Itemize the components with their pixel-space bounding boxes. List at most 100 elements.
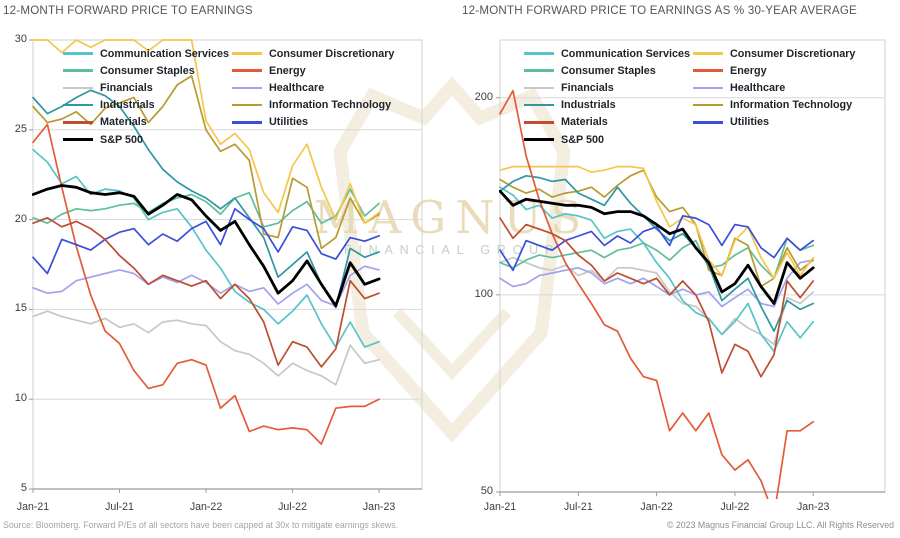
legend-label: Healthcare xyxy=(730,81,786,94)
legend-item-energy: Energy xyxy=(693,65,893,77)
right-chart-legend: Communication Services Consumer Discretio… xyxy=(524,45,893,148)
series-line-healthcare xyxy=(32,265,380,307)
series-line-consumer-staples xyxy=(32,188,380,228)
legend-row: Consumer Staples Energy xyxy=(63,62,432,79)
series-line-communication-services xyxy=(499,186,815,353)
series-line-utilities xyxy=(499,215,815,272)
legend-row: Communication Services Consumer Discretio… xyxy=(63,45,432,62)
copyright-note: © 2023 Magnus Financial Group LLC. All R… xyxy=(666,520,894,530)
legend-swatch-icon xyxy=(524,137,554,142)
legend-swatch-icon xyxy=(63,137,93,142)
y-axis-label: 200 xyxy=(474,90,493,103)
legend-item-consumer-discretionary: Consumer Discretionary xyxy=(693,48,893,60)
legend-swatch-icon xyxy=(232,121,262,124)
legend-item-information-technology: Information Technology xyxy=(693,99,893,111)
series-line-industrials xyxy=(499,174,815,333)
legend-row: S&P 500 xyxy=(63,131,432,148)
series-line-information-technology xyxy=(32,75,380,250)
legend-label: Financials xyxy=(561,81,614,94)
legend-item-s-p-500: S&P 500 xyxy=(524,134,693,146)
legend-item-industrials: Industrials xyxy=(524,99,693,111)
x-axis-label: Jan-23 xyxy=(362,501,396,513)
series-line-financials xyxy=(32,310,380,386)
legend-swatch-icon xyxy=(693,121,723,124)
source-note: Source: Bloomberg. Forward P/Es of all s… xyxy=(3,520,399,530)
legend-item-s-p-500: S&P 500 xyxy=(63,134,232,146)
left-chart-plot xyxy=(29,39,423,493)
legend-item-consumer-discretionary: Consumer Discretionary xyxy=(232,48,432,60)
legend-item-utilities: Utilities xyxy=(693,116,893,128)
y-axis-label: 20 xyxy=(14,212,27,225)
legend-label: S&P 500 xyxy=(100,133,144,146)
legend-label: Energy xyxy=(730,64,767,77)
x-axis-label: Jan-22 xyxy=(640,501,673,513)
series-line-materials xyxy=(499,217,815,378)
legend-row: S&P 500 xyxy=(524,131,893,148)
y-axis-label: 30 xyxy=(14,33,27,45)
legend-label: Materials xyxy=(561,116,608,129)
series-line-utilities xyxy=(32,207,380,275)
legend-swatch-icon xyxy=(63,69,93,73)
x-axis-label: Jan-21 xyxy=(483,501,517,513)
legend-swatch-icon xyxy=(693,86,723,90)
legend-label: Materials xyxy=(100,116,147,129)
legend-label: Information Technology xyxy=(269,99,392,112)
y-axis-label: 15 xyxy=(14,302,27,315)
legend-item-financials: Financials xyxy=(524,82,693,94)
legend-item-consumer-staples: Consumer Staples xyxy=(524,65,693,77)
legend-item-energy: Energy xyxy=(232,65,432,77)
legend-label: Consumer Discretionary xyxy=(730,47,856,60)
series-line-s-p-500 xyxy=(499,189,815,305)
legend-row: Consumer Staples Energy xyxy=(524,62,893,79)
legend-swatch-icon xyxy=(693,52,723,55)
legend-row: Materials Utilities xyxy=(63,114,432,131)
legend-item-healthcare: Healthcare xyxy=(693,82,893,94)
x-axis-label: Jan-23 xyxy=(796,501,830,513)
legend-row: Materials Utilities xyxy=(524,114,893,131)
x-axis-label: Jul-21 xyxy=(563,501,593,513)
legend-swatch-icon xyxy=(63,103,93,107)
series-line-consumer-staples xyxy=(499,237,815,280)
legend-label: Consumer Staples xyxy=(561,64,656,77)
legend-item-healthcare: Healthcare xyxy=(232,82,432,94)
legend-swatch-icon xyxy=(232,103,262,107)
legend-item-communication-services: Communication Services xyxy=(524,48,693,60)
x-axis-label: Jul-22 xyxy=(278,501,307,513)
y-axis-label: 100 xyxy=(474,287,493,300)
legend-label: Utilities xyxy=(730,116,769,129)
legend-label: Energy xyxy=(269,64,306,77)
legend-swatch-icon xyxy=(232,86,262,90)
legend-row: Communication Services Consumer Discretio… xyxy=(524,45,893,62)
legend-label: Consumer Staples xyxy=(100,64,195,77)
legend-label: Utilities xyxy=(269,116,308,129)
legend-label: Information Technology xyxy=(730,99,853,112)
y-axis-label: 5 xyxy=(20,482,27,494)
legend-row: Financials Healthcare xyxy=(524,79,893,96)
legend-row: Industrials Information Technology xyxy=(63,97,432,114)
legend-item-financials: Financials xyxy=(63,82,232,94)
watermark-chevron-icon xyxy=(392,308,512,381)
right-chart-plot xyxy=(496,39,886,499)
y-axis-label: 10 xyxy=(14,392,27,405)
legend-label: Communication Services xyxy=(100,47,230,60)
y-axis-label: 50 xyxy=(480,485,493,497)
legend-label: S&P 500 xyxy=(561,133,605,146)
legend-item-materials: Materials xyxy=(524,116,693,128)
legend-label: Industrials xyxy=(561,99,616,112)
legend-row: Financials Healthcare xyxy=(63,79,432,96)
legend-swatch-icon xyxy=(524,103,554,107)
series-line-healthcare xyxy=(499,259,815,308)
legend-row: Industrials Information Technology xyxy=(524,97,893,114)
legend-label: Industrials xyxy=(100,99,155,112)
legend-swatch-icon xyxy=(232,52,262,55)
x-axis-label: Jul-22 xyxy=(720,501,750,513)
legend-item-communication-services: Communication Services xyxy=(63,48,232,60)
series-line-energy xyxy=(32,123,380,445)
legend-swatch-icon xyxy=(693,69,723,73)
legend-item-utilities: Utilities xyxy=(232,116,432,128)
legend-label: Financials xyxy=(100,81,153,94)
legend-swatch-icon xyxy=(524,52,554,55)
x-axis-label: Jan-22 xyxy=(189,501,223,513)
legend-swatch-icon xyxy=(524,69,554,73)
